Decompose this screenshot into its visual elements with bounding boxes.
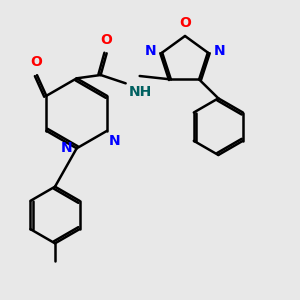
- Text: O: O: [180, 16, 192, 30]
- Text: N: N: [109, 134, 120, 148]
- Text: O: O: [101, 33, 112, 47]
- Text: NH: NH: [128, 85, 152, 99]
- Text: N: N: [61, 141, 73, 155]
- Text: O: O: [30, 55, 42, 69]
- Text: N: N: [145, 44, 156, 58]
- Text: N: N: [214, 44, 226, 58]
